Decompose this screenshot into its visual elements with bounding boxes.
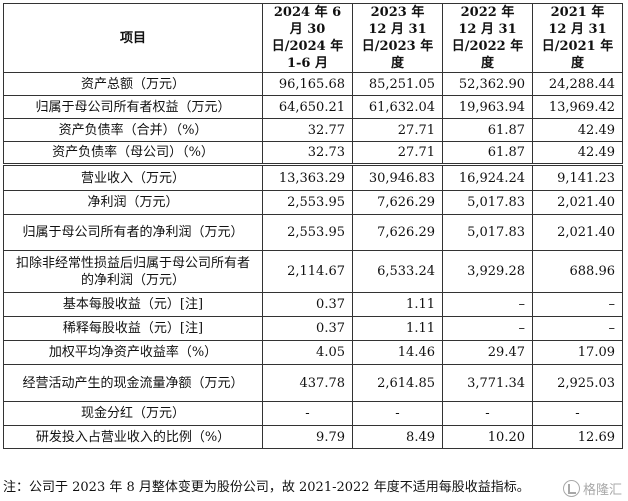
cell-value: 19,963.94 xyxy=(442,95,533,119)
row-label: 加权平均净资产收益率（%） xyxy=(3,340,263,365)
cell-value: 5,017.83 xyxy=(442,214,533,251)
cell-value: 2,021.40 xyxy=(532,190,623,215)
cell-value: - xyxy=(352,401,443,426)
table-body: 资产总额（万元） 96,165.68 85,251.05 52,362.90 24,28… xyxy=(3,72,623,449)
cell-value: 437.78 xyxy=(262,364,353,402)
cell-value: 2,614.85 xyxy=(352,364,443,402)
header-2022: 2022 年 12 月 31 日/2022 年度 xyxy=(442,3,533,73)
row-label: 净利润（万元） xyxy=(3,190,263,215)
cell-value: 10.20 xyxy=(442,425,533,449)
financial-indicators-table: 项目 2024 年 6 月 30 日/2024 年 1-6 月 2023 年 1… xyxy=(3,3,623,449)
table-row: 基本每股收益（元）[注] 0.37 1.11– – xyxy=(3,292,623,317)
cell-value: - xyxy=(262,401,353,426)
table-row: 资产总额（万元） 96,165.68 85,251.05 52,362.90 24,28… xyxy=(3,72,623,96)
cell-value: 32.77 xyxy=(262,118,353,142)
row-label: 资产负债率（合并）（%） xyxy=(3,118,263,142)
cell-value: 61.87 xyxy=(442,141,533,165)
cell-value: 3,771.34 xyxy=(442,364,533,402)
cell-value: 13,363.29 xyxy=(262,163,353,191)
cell-value: 32.73 xyxy=(262,141,353,165)
cell-value: 2,114.67 xyxy=(262,250,353,293)
cell-value: – xyxy=(532,292,623,317)
row-label: 研发投入占营业收入的比例（%） xyxy=(3,425,263,449)
table-row: 现金分红（万元） - - - - xyxy=(3,401,623,426)
header-2023: 2023 年 12 月 31 日/2023 年度 xyxy=(352,3,443,73)
cell-value: 29.47 xyxy=(442,340,533,365)
cell-value: 61.87 xyxy=(442,118,533,142)
watermark: 格隆汇 xyxy=(562,479,622,498)
cell-value: 27.71 xyxy=(352,141,443,165)
row-label: 资产总额（万元） xyxy=(3,72,263,96)
cell-value: 30,946.83 xyxy=(352,163,443,191)
footnote: 注：公司于 2023 年 8 月整体变更为股份公司，故 2021-2022 年度… xyxy=(3,480,530,495)
row-label: 营业收入（万元） xyxy=(3,163,263,191)
table-row: 扣除非经常性损益后归属于母公司所有者的净利润（万元） 2,114.67 6,533.… xyxy=(3,250,623,293)
cell-value: 64,650.21 xyxy=(262,95,353,119)
header-2021: 2021 年 12 月 31 日/2021 年度 xyxy=(532,3,623,73)
cell-value: 4.05 xyxy=(262,340,353,365)
table-header-row: 项目 2024 年 6 月 30 日/2024 年 1-6 月 2023 年 1… xyxy=(3,3,623,73)
cell-value: 9,141.23 xyxy=(532,163,623,191)
cell-value: 7,626.29 xyxy=(352,190,443,215)
table-row: 营业收入（万元） 13,363.29 30,946.83 16,924.24 9,141… xyxy=(3,163,623,191)
cell-value: 6,533.24 xyxy=(352,250,443,293)
watermark-logo-icon xyxy=(562,480,580,497)
cell-value: 16,924.24 xyxy=(442,163,533,191)
table-row: 稀释每股收益（元）[注] 0.37 1.11– – xyxy=(3,316,623,341)
row-label: 现金分红（万元） xyxy=(3,401,263,426)
table-row: 经营活动产生的现金流量净额（万元） 437.78 2,614.85 3,771.34 2… xyxy=(3,364,623,402)
header-2024h1: 2024 年 6 月 30 日/2024 年 1-6 月 xyxy=(262,3,353,73)
cell-value: 2,553.95 xyxy=(262,190,353,215)
cell-value: 27.71 xyxy=(352,118,443,142)
header-item: 项目 xyxy=(3,3,263,73)
cell-value: - xyxy=(442,401,533,426)
watermark-text: 格隆汇 xyxy=(582,483,622,498)
cell-value: 1.11 xyxy=(352,316,443,341)
cell-value: 42.49 xyxy=(532,118,623,142)
cell-value: 12.69 xyxy=(532,425,623,449)
cell-value: - xyxy=(532,401,623,426)
cell-value: – xyxy=(442,292,533,317)
cell-value: 52,362.90 xyxy=(442,72,533,96)
row-label: 经营活动产生的现金流量净额（万元） xyxy=(3,364,263,402)
row-label: 扣除非经常性损益后归属于母公司所有者的净利润（万元） xyxy=(3,250,263,293)
row-label: 稀释每股收益（元）[注] xyxy=(3,316,263,341)
cell-value: 9.79 xyxy=(262,425,353,449)
cell-value: 2,553.95 xyxy=(262,214,353,251)
row-label: 归属于母公司所有者的净利润（万元） xyxy=(3,214,263,251)
cell-value: 14.46 xyxy=(352,340,443,365)
row-label: 资产负债率（母公司）（%） xyxy=(3,141,263,165)
cell-value: 17.09 xyxy=(532,340,623,365)
cell-value: – xyxy=(532,316,623,341)
cell-value: 3,929.28 xyxy=(442,250,533,293)
row-label: 归属于母公司所有者权益（万元） xyxy=(3,95,263,119)
table-row: 资产负债率（合并）（%） 32.77 27.71 61.87 42.49 xyxy=(3,118,623,142)
cell-value: 13,969.42 xyxy=(532,95,623,119)
cell-value: 61,632.04 xyxy=(352,95,443,119)
cell-value: 2,925.03 xyxy=(532,364,623,402)
table-row: 加权平均净资产收益率（%） 4.05 14.46 29.47 17.09 xyxy=(3,340,623,365)
table-row: 归属于母公司所有者的净利润（万元） 2,553.95 7,626.29 5,017.8… xyxy=(3,214,623,251)
cell-value: 42.49 xyxy=(532,141,623,165)
table-row: 资产负债率（母公司）（%） 32.73 27.71 61.87 42.49 xyxy=(3,141,623,165)
table-row: 研发投入占营业收入的比例（%） 9.79 8.49 10.20 12.69 xyxy=(3,425,623,449)
cell-value: 0.37 xyxy=(262,292,353,317)
cell-value: 85,251.05 xyxy=(352,72,443,96)
cell-value: 96,165.68 xyxy=(262,72,353,96)
cell-value: 2,021.40 xyxy=(532,214,623,251)
cell-value: 24,288.44 xyxy=(532,72,623,96)
cell-value: – xyxy=(442,316,533,341)
row-label: 基本每股收益（元）[注] xyxy=(3,292,263,317)
cell-value: 688.96 xyxy=(532,250,623,293)
cell-value: 1.11 xyxy=(352,292,443,317)
table-row: 净利润（万元） 2,553.95 7,626.29 5,017.83 2,021.40 xyxy=(3,190,623,215)
cell-value: 0.37 xyxy=(262,316,353,341)
cell-value: 7,626.29 xyxy=(352,214,443,251)
table-row: 归属于母公司所有者权益（万元） 64,650.21 61,632.04 19,963.… xyxy=(3,95,623,119)
cell-value: 8.49 xyxy=(352,425,443,449)
cell-value: 5,017.83 xyxy=(442,190,533,215)
